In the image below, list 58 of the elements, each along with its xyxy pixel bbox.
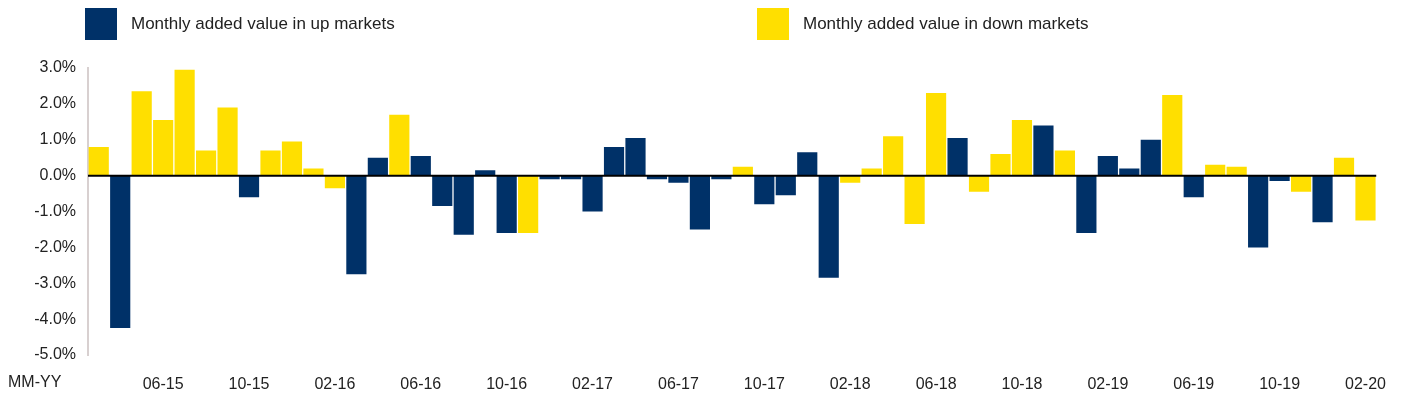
bar xyxy=(1290,175,1312,192)
bar xyxy=(775,175,796,196)
bar xyxy=(1183,175,1204,198)
bar xyxy=(110,175,131,329)
x-tick-label: 02-17 xyxy=(572,375,614,393)
bar xyxy=(1033,125,1054,176)
x-axis-title: MM-YY xyxy=(8,373,62,391)
y-tick-label: -2.0% xyxy=(34,237,76,255)
bar xyxy=(1205,164,1226,176)
x-tick-label: 06-16 xyxy=(400,375,442,393)
bar xyxy=(754,175,775,205)
x-tick-label: 02-16 xyxy=(314,375,356,393)
bar xyxy=(496,175,517,234)
y-tick-label: 1.0% xyxy=(39,130,76,148)
x-tick-label: 02-19 xyxy=(1087,375,1129,393)
bar xyxy=(904,175,925,225)
bar xyxy=(1355,175,1376,221)
x-tick-label: 06-18 xyxy=(915,375,957,393)
x-tick-label: 06-15 xyxy=(142,375,184,393)
x-tick-label: 10-15 xyxy=(228,375,270,393)
bar xyxy=(1162,94,1183,176)
bar xyxy=(1140,139,1161,176)
y-tick-label: 2.0% xyxy=(39,94,76,112)
bar xyxy=(1248,175,1269,248)
y-tick-label: -1.0% xyxy=(34,201,76,219)
y-tick-label: -3.0% xyxy=(34,273,76,291)
bar xyxy=(389,114,410,176)
bar xyxy=(453,175,474,235)
bar xyxy=(1076,175,1097,234)
bar xyxy=(432,175,453,207)
bar xyxy=(925,93,947,176)
bar xyxy=(1333,157,1355,176)
bar xyxy=(947,137,968,176)
bar xyxy=(346,175,367,275)
legend-label: Monthly added value in down markets xyxy=(803,14,1089,34)
x-tick-label: 06-19 xyxy=(1173,375,1215,393)
x-tick-label: 10-16 xyxy=(486,375,528,393)
bar xyxy=(238,175,260,198)
bar xyxy=(818,175,839,278)
bar xyxy=(88,146,109,176)
legend-label: Monthly added value in up markets xyxy=(131,14,395,34)
x-tick-label: 10-19 xyxy=(1259,375,1301,393)
x-tick-label: 02-18 xyxy=(829,375,871,393)
x-tick-label: 10-17 xyxy=(743,375,785,393)
x-tick-label: 10-18 xyxy=(1001,375,1043,393)
x-tick-label: 02-20 xyxy=(1345,375,1387,393)
bar xyxy=(797,152,818,176)
y-tick-label: -4.0% xyxy=(34,309,76,327)
x-tick-label: 06-17 xyxy=(657,375,699,393)
y-tick-label: 0.0% xyxy=(39,166,76,184)
bar xyxy=(1054,150,1075,176)
y-tick-label: -5.0% xyxy=(34,345,76,363)
bar xyxy=(410,155,431,176)
bar xyxy=(367,157,388,176)
bar xyxy=(1312,175,1333,223)
y-tick-label: 3.0% xyxy=(39,58,76,76)
bar xyxy=(518,175,539,234)
bar xyxy=(968,175,990,192)
